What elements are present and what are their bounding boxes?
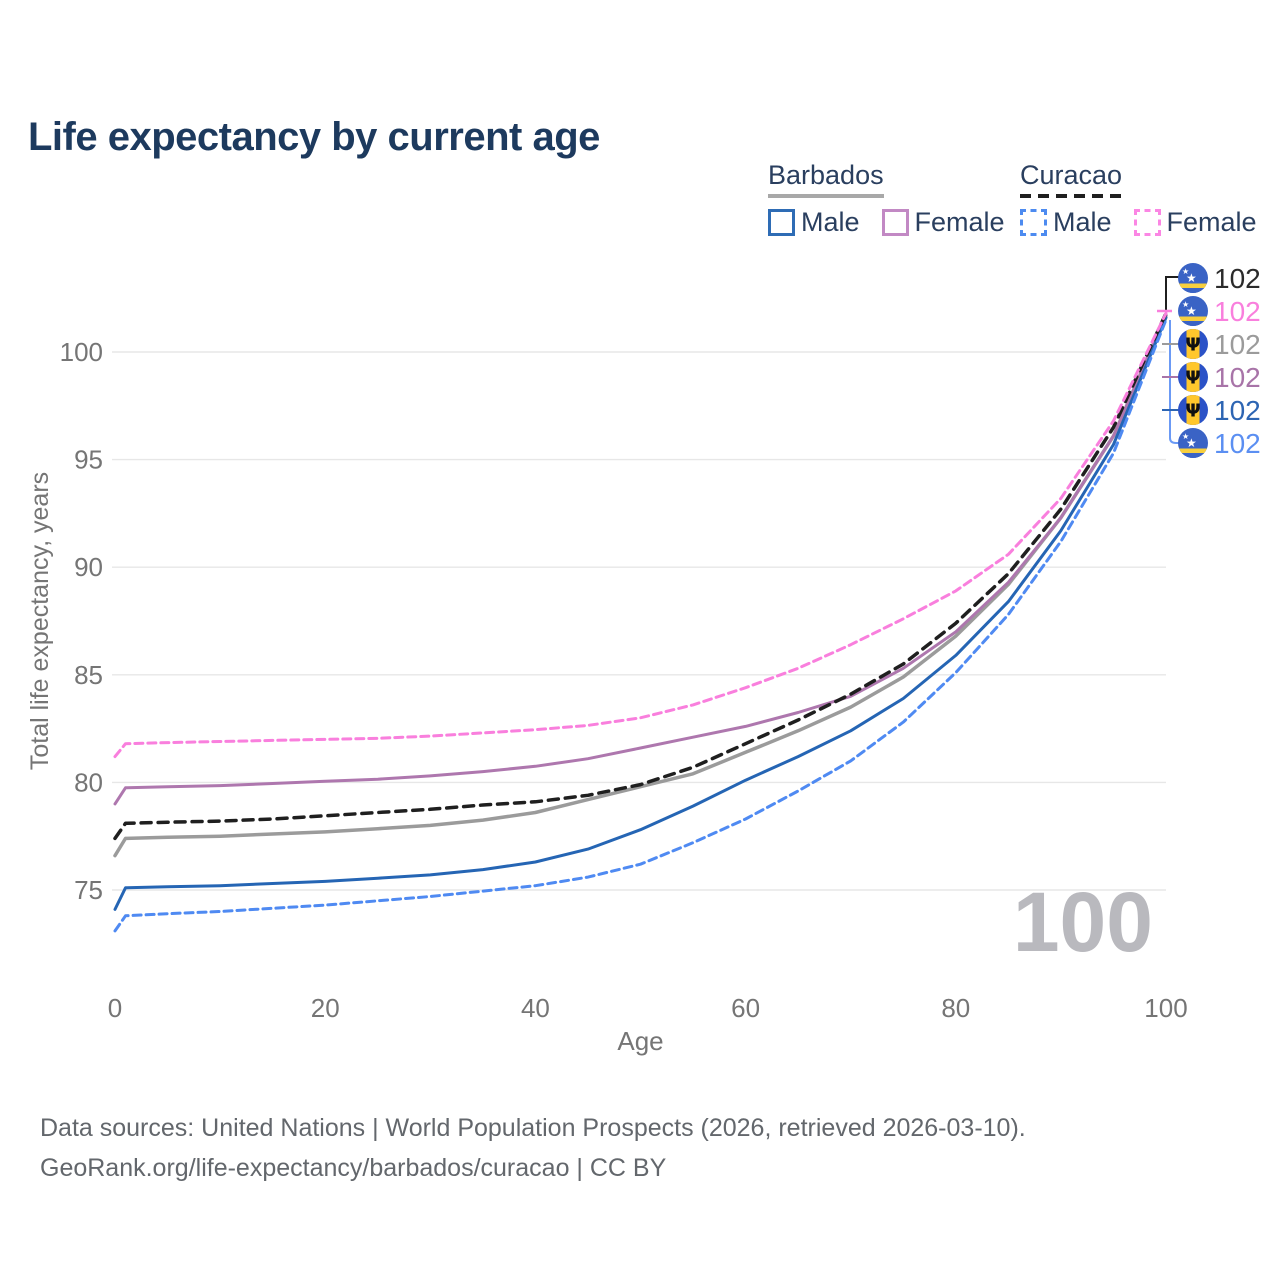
age-watermark: 100 xyxy=(1013,875,1153,969)
series-line-curacao-female xyxy=(113,311,1168,759)
svg-text:★: ★ xyxy=(1182,300,1189,309)
legend-swatch-barbados-male[interactable] xyxy=(768,209,795,236)
curacao-flag-icon: ★★ xyxy=(1178,296,1208,326)
legend-item-label: Male xyxy=(801,207,860,237)
legend-item-label: Female xyxy=(1166,207,1257,237)
series-line-barbados-total xyxy=(113,313,1168,858)
x-axis-title: Age xyxy=(617,1026,663,1056)
x-tick-label-0: 0 xyxy=(108,993,122,1023)
footer-data-sources: Data sources: United Nations | World Pop… xyxy=(40,1114,1026,1142)
svg-text:★: ★ xyxy=(1186,271,1197,285)
legend-item-barbados-female[interactable]: Female xyxy=(881,207,1005,238)
x-tick-label-100: 100 xyxy=(1144,993,1187,1023)
legend-group-barbados: Barbados Male Female xyxy=(768,160,1027,238)
y-tick-label-90: 90 xyxy=(74,552,103,582)
legend-linestyle-key-barbados xyxy=(768,194,884,198)
legend-item-curacao-female[interactable]: Female xyxy=(1133,207,1257,238)
end-value-label-curacao-male: 102 xyxy=(1214,428,1261,459)
svg-text:★: ★ xyxy=(1182,432,1189,441)
barbados-flag-icon: Ψ xyxy=(1178,329,1208,359)
legend-linestyle-key-curacao xyxy=(1020,194,1123,198)
x-tick-label-60: 60 xyxy=(731,993,760,1023)
series-line-barbados-female xyxy=(113,313,1168,806)
y-tick-label-100: 100 xyxy=(60,337,103,367)
end-value-label-curacao-female: 102 xyxy=(1214,296,1261,327)
barbados-flag-icon: Ψ xyxy=(1178,395,1208,425)
legend-item-label: Female xyxy=(914,207,1005,237)
connector-curacao-total xyxy=(1165,276,1179,312)
y-axis-title: Total life expectancy, years xyxy=(26,472,54,770)
legend-item-curacao-male[interactable]: Male xyxy=(1020,207,1112,238)
x-tick-label-40: 40 xyxy=(521,993,550,1023)
legend-group-curacao: Curacao Male Female xyxy=(1020,160,1279,238)
y-tick-label-85: 85 xyxy=(74,660,103,690)
y-tick-label-75: 75 xyxy=(74,875,103,905)
legend-swatch-curacao-female[interactable] xyxy=(1133,209,1161,236)
svg-text:Ψ: Ψ xyxy=(1185,401,1200,422)
curacao-flag-icon: ★★ xyxy=(1178,263,1208,293)
x-tick-label-20: 20 xyxy=(311,993,340,1023)
series-line-curacao-male xyxy=(113,318,1168,933)
footer-attribution: GeoRank.org/life-expectancy/barbados/cur… xyxy=(40,1154,667,1182)
legend-group-label-curacao: Curacao xyxy=(1020,160,1123,198)
legend-swatch-curacao-male[interactable] xyxy=(1020,209,1047,236)
end-value-label-barbados-total: 102 xyxy=(1214,329,1261,360)
x-tick-label-80: 80 xyxy=(941,993,970,1023)
curacao-flag-icon: ★★ xyxy=(1178,428,1208,458)
y-tick-label-95: 95 xyxy=(74,445,103,475)
svg-text:★: ★ xyxy=(1186,304,1197,318)
barbados-flag-icon: Ψ xyxy=(1178,362,1208,392)
y-tick-label-80: 80 xyxy=(74,767,103,797)
series-line-barbados-male xyxy=(113,316,1168,911)
svg-text:Ψ: Ψ xyxy=(1185,368,1200,389)
footer: Data sources: United Nations | World Pop… xyxy=(40,1108,1026,1188)
series-line-curacao-total xyxy=(113,311,1168,841)
connector-bracket xyxy=(1169,320,1179,444)
svg-text:Ψ: Ψ xyxy=(1185,335,1200,356)
svg-text:★: ★ xyxy=(1186,436,1197,450)
legend-swatch-barbados-female[interactable] xyxy=(881,209,909,236)
legend-item-barbados-male[interactable]: Male xyxy=(768,207,860,238)
legend-item-label: Male xyxy=(1053,207,1112,237)
legend-group-label-barbados: Barbados xyxy=(768,160,884,198)
end-value-label-curacao-total: 102 xyxy=(1214,263,1261,294)
end-value-label-barbados-male: 102 xyxy=(1214,395,1261,426)
page-title: Life expectancy by current age xyxy=(28,114,600,159)
end-value-label-barbados-female: 102 xyxy=(1214,362,1261,393)
svg-text:★: ★ xyxy=(1182,267,1189,276)
